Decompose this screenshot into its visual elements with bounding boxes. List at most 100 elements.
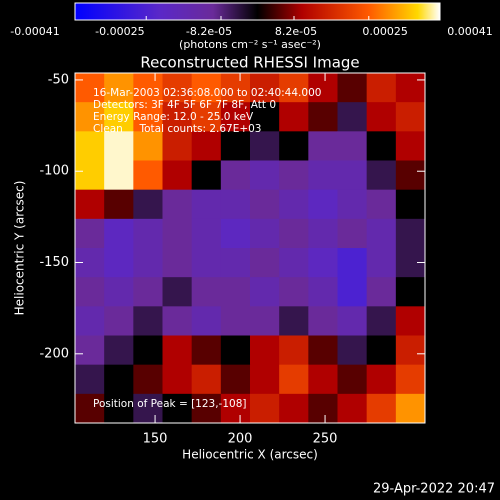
heatmap-cell [279, 218, 309, 249]
heatmap-cell [366, 364, 397, 395]
x-tick-label: 250 [313, 432, 338, 447]
heatmap-cell [191, 160, 222, 191]
heatmap-cell [308, 189, 338, 220]
heatmap-cell [162, 160, 193, 191]
y-tick-label: -100 [39, 164, 69, 179]
heatmap-cell [395, 102, 426, 132]
heatmap-cell [250, 364, 280, 395]
heatmap-cell [133, 189, 163, 220]
heatmap-cell [250, 73, 280, 103]
heatmap-cell [191, 102, 222, 132]
heatmap-cell [308, 335, 338, 366]
annotation: 16-Mar-2003 02:36:08.000 to 02:40:44.000 [93, 87, 321, 99]
heatmap-cell [162, 364, 193, 395]
heatmap-cell [279, 335, 309, 366]
heatmap-cell [308, 131, 338, 161]
heatmap-cell [366, 277, 397, 307]
heatmap-cell [395, 393, 426, 424]
heatmap-cell [133, 248, 163, 278]
annotation: Detectors: 3F 4F 5F 6F 7F 8F, Att 0 [93, 99, 276, 111]
heatmap-cell [308, 160, 338, 191]
heatmap-cell [162, 306, 193, 336]
heatmap [75, 73, 426, 424]
heatmap-cell [308, 393, 338, 424]
heatmap-cell [191, 218, 222, 249]
heatmap-cell [191, 189, 222, 220]
heatmap-cell [220, 248, 251, 278]
colorbar-tick-label: -8.2e-05 [186, 25, 232, 38]
heatmap-cell [279, 160, 309, 191]
plot-frame [74, 72, 426, 424]
heatmap-cell [75, 73, 105, 103]
colorbar-tick-label: -0.00041 [10, 25, 59, 38]
heatmap-cell [75, 393, 105, 424]
heatmap-cell [162, 131, 193, 161]
heatmap-cell [395, 160, 426, 191]
heatmap-cell [308, 277, 338, 307]
heatmap-cell [162, 73, 193, 103]
heatmap-cell [337, 364, 368, 395]
heatmap-cell [337, 160, 368, 191]
colorbar-tick-label: 8.2e-05 [275, 25, 317, 38]
heatmap-cell [104, 218, 134, 249]
colorbar-tick-label: 0.00041 [447, 25, 493, 38]
heatmap-cell [250, 335, 280, 366]
heatmap-cell [220, 277, 251, 307]
heatmap-cell [220, 189, 251, 220]
heatmap-cell [366, 189, 397, 220]
heatmap-cell [104, 306, 134, 336]
heatmap-cell [250, 248, 280, 278]
heatmap-cell [133, 160, 163, 191]
heatmap-cell [133, 335, 163, 366]
heatmap-cell [279, 131, 309, 161]
heatmap-cell [308, 218, 338, 249]
heatmap-cell [250, 277, 280, 307]
heatmap-cell [337, 131, 368, 161]
heatmap-cell [308, 364, 338, 395]
heatmap-cell [366, 248, 397, 278]
y-axis-label: Heliocentric Y (arcsec) [13, 181, 27, 316]
heatmap-cell [395, 73, 426, 103]
heatmap-cell [75, 160, 105, 191]
heatmap-cell [133, 73, 163, 103]
y-tick-label: -200 [39, 346, 69, 361]
heatmap-cell [162, 335, 193, 366]
heatmap-cell [220, 218, 251, 249]
heatmap-cell [395, 335, 426, 366]
heatmap-cell [162, 248, 193, 278]
heatmap-cell [250, 189, 280, 220]
heatmap-cell [133, 277, 163, 307]
heatmap-cell [366, 131, 397, 161]
heatmap-cell [104, 248, 134, 278]
colorbar-tick-label: 0.00025 [362, 25, 408, 38]
y-tick-label: -50 [48, 72, 69, 87]
heatmap-cell [104, 160, 134, 191]
heatmap-cell [279, 306, 309, 336]
heatmap-cell [162, 393, 193, 424]
heatmap-cell [104, 189, 134, 220]
heatmap-cell [308, 102, 338, 132]
heatmap-cell [133, 218, 163, 249]
heatmap-cell [250, 131, 280, 161]
heatmap-cell [162, 102, 193, 132]
heatmap-cell [75, 335, 105, 366]
heatmap-cell [250, 306, 280, 336]
heatmap-cell [337, 277, 368, 307]
heatmap-cell [250, 393, 280, 424]
heatmap-cell [337, 73, 368, 103]
x-tick-label: 150 [143, 432, 168, 447]
heatmap-cell [75, 218, 105, 249]
heatmap-cell [337, 102, 368, 132]
heatmap-cell [279, 393, 309, 424]
y-tick-label: -150 [39, 255, 69, 270]
heatmap-cell [220, 160, 251, 191]
heatmap-cell [133, 364, 163, 395]
heatmap-cell [279, 277, 309, 307]
heatmap-cell [395, 189, 426, 220]
heatmap-cell [191, 131, 222, 161]
heatmap-cell [250, 102, 280, 132]
heatmap-cell [337, 189, 368, 220]
heatmap-cell [191, 277, 222, 307]
heatmap-cell [220, 102, 251, 132]
heatmap-cell [308, 73, 338, 103]
